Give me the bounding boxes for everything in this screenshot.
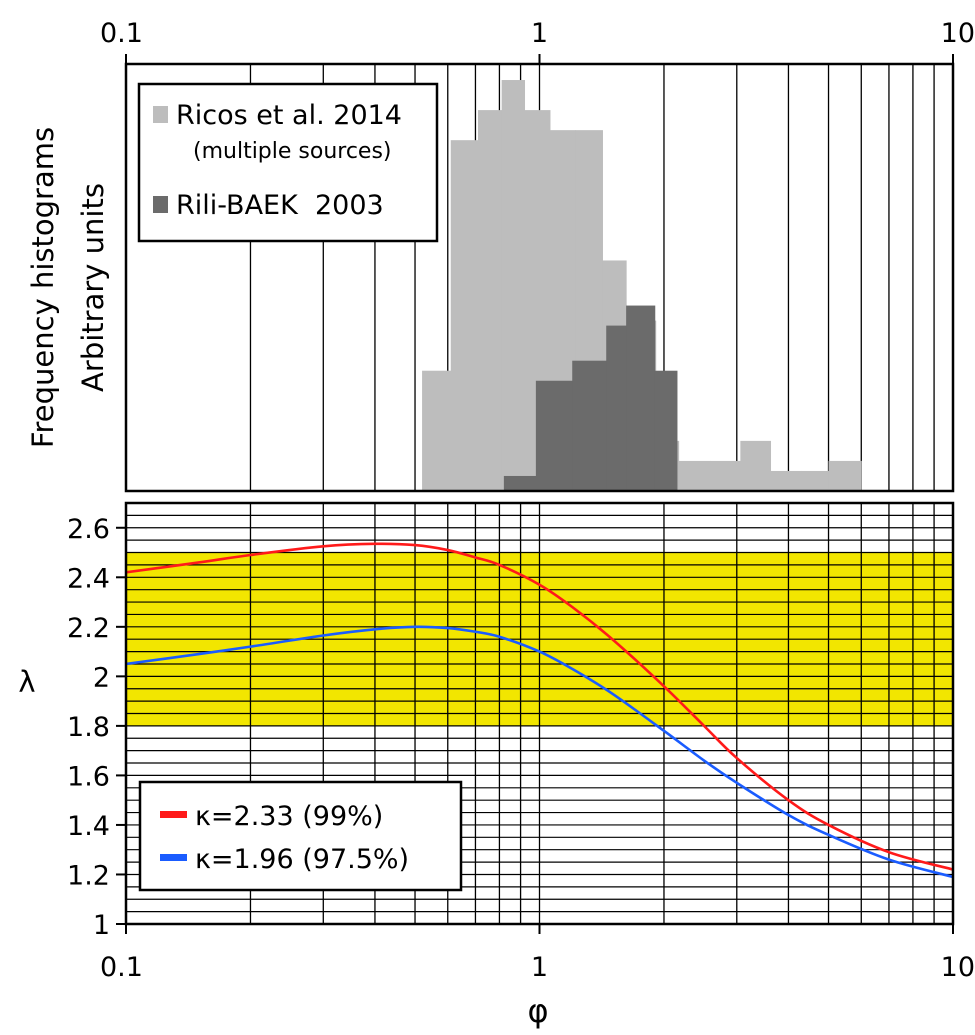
lambda-y-tick-label-4: 1.8 [67,712,110,743]
histogram-top-tick-label-1: 1 [531,18,548,49]
rili-baek-histogram [503,305,678,491]
histogram-bar-s1-0 [503,475,537,491]
histogram-top-tick-labels: 0.1 1 10 [100,18,975,49]
histogram-legend: Ricos et al. 2014 (multiple sources) Ril… [137,82,439,243]
histogram-bar-s0-14 [801,470,830,491]
lambda-panel: 1 1.2 1.4 1.6 1.8 2 2.2 2.4 2.6 0.1 1 10 λ φ κ=2.3… [18,501,975,1030]
histogram-y-axis-title-line-1: Arbitrary units [76,183,110,392]
histogram-bar-s1-4 [626,305,656,491]
histogram-vertical-grid [125,64,954,491]
legend-swatch-red [160,811,187,818]
histogram-bar-s1-5 [654,370,678,491]
lambda-y-tick-label-3: 1.6 [67,761,110,792]
histogram-bar-s0-10 [678,460,711,491]
lambda-curve-1 [125,625,954,879]
legend-swatch-rili-baek [153,196,168,213]
histogram-bar-s0-15 [828,460,862,491]
histogram-bar-s0-11 [710,460,741,491]
histogram-bar-s0-12 [740,440,772,491]
legend-label-ricos: Ricos et al. 2014 [176,100,402,131]
lambda-curve-0 [125,542,954,871]
histogram-bar-s1-3 [606,325,627,491]
legend-swatch-ricos [153,106,168,123]
histogram-top-tick-label-2: 10 [941,18,975,49]
lambda-y-tick-labels: 1 1.2 1.4 1.6 1.8 2 2.2 2.4 2.6 [67,514,110,941]
lambda-y-tick-label-2: 1.4 [67,811,110,842]
lambda-y-tick-label-5: 2 [93,662,110,693]
ricos-histogram [422,80,862,492]
histogram-bar-s0-0 [422,370,452,491]
legend-label-blue: κ=1.96 (97.5%) [195,844,409,875]
legend-label-red: κ=2.33 (99%) [195,801,383,832]
lambda-x-tick-label-2: 10 [941,952,975,983]
histogram-panel: 0.1 1 10 Frequency histograms Arbitrary uni… [26,18,975,493]
lambda-x-tick-label-0: 0.1 [100,952,143,983]
histogram-y-axis-title: Frequency histograms Arbitrary units [26,127,110,448]
legend-sublabel-ricos: (multiple sources) [193,139,392,164]
lambda-legend-box [138,780,463,892]
legend-label-rili-baek: Rili-BAEK 2003 [176,190,384,221]
lambda-x-tick-labels: 0.1 1 10 [100,952,975,983]
histogram-bar-s0-13 [770,470,802,491]
y-axis-title: λ [18,665,35,699]
histogram-bar-s0-3 [501,80,526,492]
lambda-curves [125,542,954,879]
legend-swatch-blue [160,854,187,861]
histogram-legend-box [137,82,439,243]
lambda-y-tick-label-6: 2.2 [67,613,110,644]
histogram-bar-s1-1 [535,380,573,491]
lambda-ticks [116,526,954,934]
lambda-y-tick-label-8: 2.6 [67,514,110,545]
lambda-y-tick-label-7: 2.4 [67,563,110,594]
histogram-top-ticks [125,54,954,64]
histogram-top-tick-label-0: 0.1 [100,18,143,49]
x-axis-title: φ [527,992,548,1030]
lambda-y-tick-label-1: 1.2 [67,860,110,891]
lambda-y-tick-label-0: 1 [93,910,110,941]
histogram-y-axis-title-line-0: Frequency histograms [26,127,60,448]
histogram-bar-s0-1 [450,140,479,491]
lambda-legend: κ=2.33 (99%) κ=1.96 (97.5%) [138,780,463,892]
lambda-x-tick-label-1: 1 [531,952,548,983]
histogram-bar-s0-2 [477,110,503,491]
histogram-bar-s1-2 [572,360,607,491]
